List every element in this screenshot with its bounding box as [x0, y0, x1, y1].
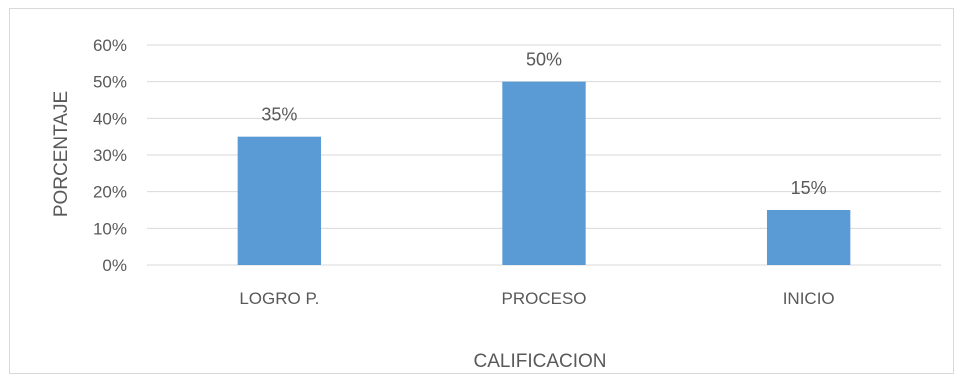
x-tick-label: INICIO — [783, 289, 835, 308]
x-axis-label: CALIFICACION — [473, 351, 606, 372]
chart-frame — [9, 8, 954, 374]
x-tick-label: PROCESO — [501, 289, 586, 308]
bars — [237, 81, 851, 266]
bar — [237, 136, 322, 265]
y-tick-label: 10% — [93, 219, 127, 238]
data-label: 15% — [791, 178, 827, 198]
y-tick-labels: 0% 10% 20% 30% 40% 50% 60% — [93, 36, 127, 275]
y-tick-label: 60% — [93, 36, 127, 55]
y-tick-label: 50% — [93, 73, 127, 92]
y-axis-label: PORCENTAJE — [51, 91, 72, 217]
bar — [502, 81, 586, 266]
y-tick-label: 40% — [93, 109, 127, 128]
data-label: 35% — [261, 105, 297, 125]
data-labels: 35% 50% 15% — [261, 50, 826, 198]
x-tick-labels: LOGRO P. PROCESO INICIO — [239, 289, 834, 308]
x-tick-label: LOGRO P. — [239, 289, 319, 308]
y-tick-label: 0% — [102, 256, 127, 275]
y-tick-label: 20% — [93, 183, 127, 202]
data-label: 50% — [526, 50, 562, 70]
y-tick-label: 30% — [93, 146, 127, 165]
bar — [766, 210, 851, 265]
